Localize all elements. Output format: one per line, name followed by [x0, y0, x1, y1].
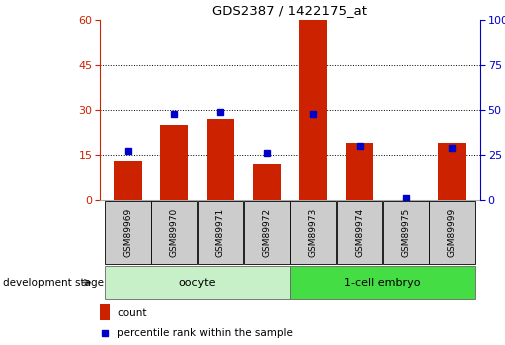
Text: percentile rank within the sample: percentile rank within the sample — [117, 328, 293, 338]
FancyBboxPatch shape — [337, 201, 382, 264]
Text: GSM89975: GSM89975 — [401, 208, 411, 257]
Text: 1-cell embryo: 1-cell embryo — [344, 277, 421, 287]
Bar — [345, 143, 373, 200]
Text: GSM89999: GSM89999 — [448, 208, 457, 257]
FancyBboxPatch shape — [383, 201, 429, 264]
Bar — [299, 20, 327, 200]
Bar — [438, 143, 466, 200]
Bar — [114, 161, 142, 200]
Text: GSM89974: GSM89974 — [355, 208, 364, 257]
Text: GSM89971: GSM89971 — [216, 208, 225, 257]
Text: oocyte: oocyte — [179, 277, 216, 287]
Text: GSM89972: GSM89972 — [262, 208, 271, 257]
Text: development stage: development stage — [3, 277, 104, 287]
Text: GSM89973: GSM89973 — [309, 208, 318, 257]
FancyBboxPatch shape — [244, 201, 289, 264]
FancyBboxPatch shape — [198, 201, 243, 264]
FancyBboxPatch shape — [105, 266, 289, 299]
Bar — [253, 164, 281, 200]
Text: count: count — [117, 308, 147, 318]
Bar — [207, 119, 234, 200]
FancyBboxPatch shape — [152, 201, 197, 264]
Text: GSM89970: GSM89970 — [170, 208, 179, 257]
FancyBboxPatch shape — [290, 201, 336, 264]
FancyBboxPatch shape — [429, 201, 475, 264]
Bar — [100, 304, 110, 319]
FancyBboxPatch shape — [290, 266, 475, 299]
Bar — [160, 125, 188, 200]
Text: GSM89969: GSM89969 — [123, 208, 132, 257]
Title: GDS2387 / 1422175_at: GDS2387 / 1422175_at — [213, 4, 368, 18]
FancyBboxPatch shape — [105, 201, 150, 264]
